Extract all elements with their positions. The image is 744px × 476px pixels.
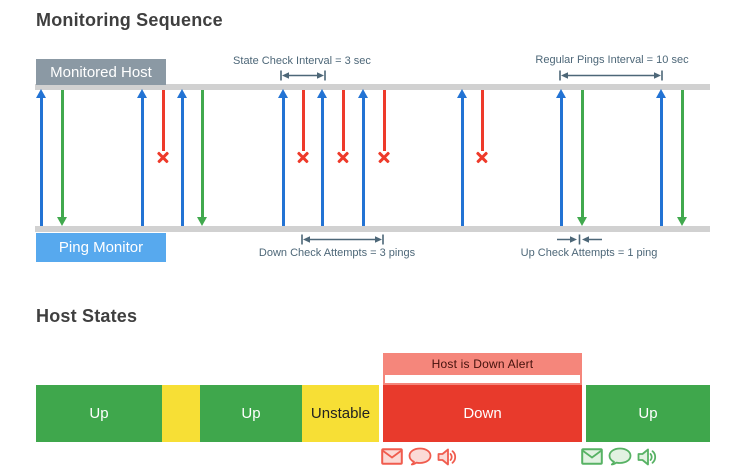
mail-icon xyxy=(381,448,403,465)
speaker-icon xyxy=(437,448,457,465)
speaker-icon xyxy=(637,448,657,465)
state-segment-up: Up xyxy=(586,385,710,442)
state-segment-down: Down xyxy=(383,385,582,442)
down-check-attempts-label: Down Check Attempts = 3 pings xyxy=(258,247,416,259)
chat-icon xyxy=(408,447,432,466)
up-check-attempts-label: Up Check Attempts = 1 ping xyxy=(520,247,658,259)
host-down-alert-label: Host is Down Alert xyxy=(431,357,534,371)
state-check-interval-label: State Check Interval = 3 sec xyxy=(233,55,371,67)
regular-pings-measure-arrow xyxy=(559,70,663,81)
state-segment-up: Up xyxy=(200,385,302,442)
ping-monitor-label: Ping Monitor xyxy=(36,233,166,262)
host-states-bar: Up Up Unstable Down Up xyxy=(0,385,744,442)
state-segment-unstable: Unstable xyxy=(302,385,379,442)
state-segment-unstable xyxy=(162,385,200,442)
up-check-measure-arrow xyxy=(557,234,602,245)
down-check-measure-arrow xyxy=(301,234,384,245)
alert-callout-band xyxy=(385,375,580,383)
sequence-title: Monitoring Sequence xyxy=(36,10,223,30)
monitored-host-timeline xyxy=(35,84,710,90)
state-segment-up: Up xyxy=(36,385,162,442)
chat-icon xyxy=(608,447,632,466)
host-states-title: Host States xyxy=(36,306,138,326)
mail-icon xyxy=(581,448,603,465)
regular-pings-interval-label: Regular Pings Interval = 10 sec xyxy=(535,54,689,66)
up-alert-icons xyxy=(581,447,657,466)
ping-arrows-layer xyxy=(35,89,687,226)
host-down-alert-callout: Host is Down Alert xyxy=(383,353,582,385)
state-check-measure-arrow xyxy=(280,70,326,81)
ping-monitor-timeline xyxy=(35,226,710,232)
down-alert-icons xyxy=(381,447,457,466)
monitored-host-label: Monitored Host xyxy=(36,59,166,85)
